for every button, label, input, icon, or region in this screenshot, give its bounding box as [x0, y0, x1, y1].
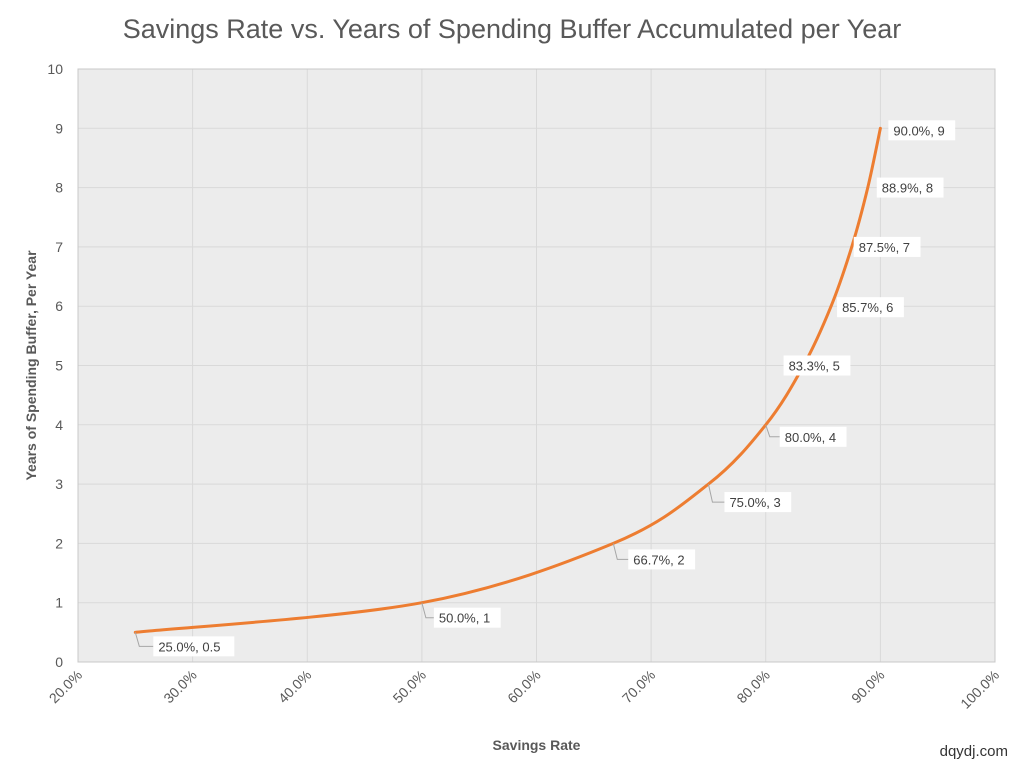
plot-border — [77, 68, 996, 663]
data-label-box — [876, 177, 944, 198]
data-label: 90.0%, 9 — [893, 123, 944, 138]
label-leader-line — [612, 543, 629, 560]
x-tick-label: 100.0% — [957, 667, 1002, 712]
x-tick-label: 30.0% — [160, 667, 199, 706]
data-label: 80.0%, 4 — [785, 430, 836, 445]
data-label: 85.7%, 6 — [842, 300, 893, 315]
x-tick-label: 90.0% — [848, 667, 887, 706]
y-tick-label: 9 — [55, 120, 63, 136]
x-tick-label: 60.0% — [504, 667, 543, 706]
y-tick-label: 2 — [55, 535, 63, 551]
y-tick-label: 10 — [47, 61, 63, 77]
label-leader-line — [765, 424, 780, 438]
x-tick-label: 20.0% — [46, 667, 85, 706]
data-label-box — [433, 607, 501, 628]
data-label-box — [888, 120, 956, 141]
data-label: 75.0%, 3 — [729, 495, 780, 510]
x-tick-label: 50.0% — [390, 667, 429, 706]
y-tick-label: 3 — [55, 476, 63, 492]
data-label: 83.3%, 5 — [789, 359, 840, 374]
label-leader-line — [707, 483, 725, 503]
chart-title: Savings Rate vs. Years of Spending Buffe… — [122, 14, 902, 44]
data-label-box — [153, 636, 235, 657]
y-tick-label: 6 — [55, 298, 63, 314]
y-tick-label: 5 — [55, 358, 63, 374]
y-tick-label: 0 — [55, 654, 63, 670]
data-label-box — [724, 492, 792, 513]
data-label: 25.0%, 0.5 — [158, 639, 220, 654]
label-leader-line — [134, 632, 154, 647]
y-tick-label: 1 — [55, 595, 63, 611]
x-tick-label: 40.0% — [275, 667, 314, 706]
data-label-box — [837, 297, 904, 318]
data-label: 66.7%, 2 — [633, 552, 684, 567]
y-tick-label: 4 — [55, 417, 63, 433]
data-label: 88.9%, 8 — [882, 181, 933, 196]
data-label-box — [628, 549, 696, 570]
data-label: 87.5%, 7 — [859, 240, 910, 255]
x-axis-label: Savings Rate — [493, 737, 581, 753]
y-axis-label: Years of Spending Buffer, Per Year — [23, 250, 39, 481]
y-tick-label: 8 — [55, 180, 63, 196]
data-label: 50.0%, 1 — [439, 611, 490, 626]
x-tick-label: 70.0% — [619, 667, 658, 706]
data-label-box — [783, 355, 851, 376]
credit-text: dqydj.com — [939, 743, 1008, 760]
label-leader-line — [421, 602, 434, 619]
y-tick-label: 7 — [55, 239, 63, 255]
x-tick-label: 80.0% — [733, 667, 772, 706]
data-label-box — [779, 426, 847, 447]
data-label-box — [853, 236, 921, 257]
